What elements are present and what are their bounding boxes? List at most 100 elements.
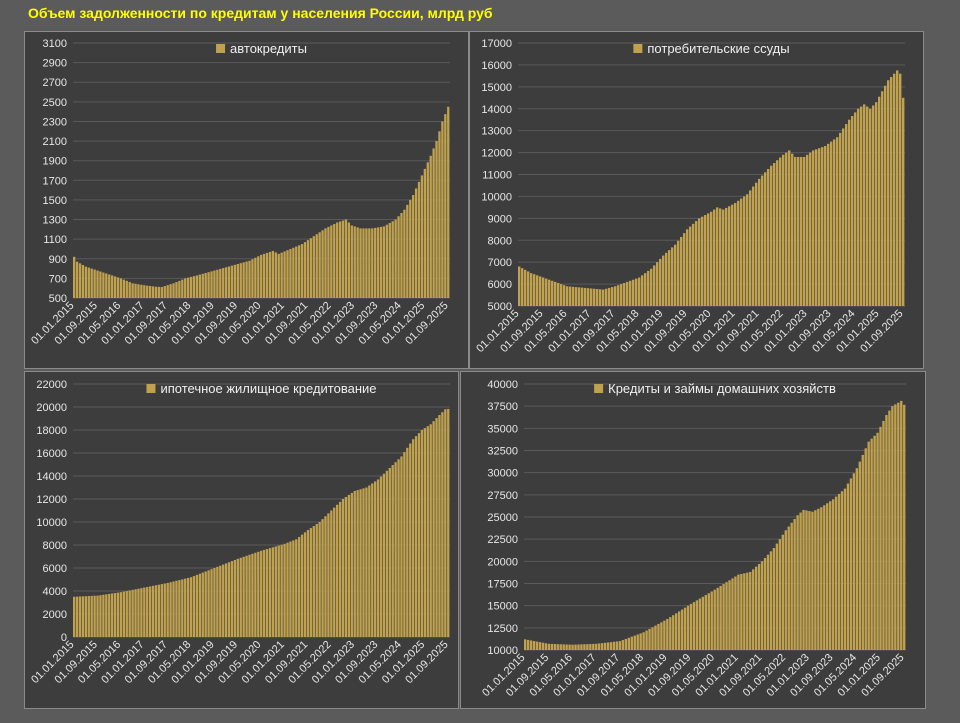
y-tick-label: 18000	[36, 425, 67, 437]
bar	[692, 223, 695, 306]
bar	[143, 587, 146, 637]
bar	[333, 223, 336, 298]
bar	[686, 229, 689, 306]
bar	[535, 641, 539, 650]
bar	[128, 282, 131, 298]
bar	[394, 462, 397, 637]
bar	[521, 268, 524, 306]
y-tick-label: 27500	[487, 490, 518, 502]
bar	[547, 643, 551, 650]
y-tick-label: 14000	[36, 471, 67, 483]
bar	[657, 623, 660, 650]
bar	[338, 501, 342, 638]
bar	[677, 240, 680, 306]
y-tick-label: 35000	[487, 423, 518, 435]
bar	[204, 571, 207, 637]
bar	[265, 252, 269, 298]
bar	[842, 128, 845, 306]
bar	[764, 172, 767, 306]
bar	[680, 609, 684, 650]
bar	[315, 524, 318, 637]
bar	[96, 270, 99, 298]
bar	[213, 568, 216, 637]
y-tick-label: 13000	[481, 126, 512, 138]
bar	[757, 563, 761, 650]
bar	[347, 222, 351, 298]
bar	[295, 246, 298, 298]
bar	[227, 266, 231, 298]
bar	[163, 583, 166, 637]
bar	[119, 278, 123, 298]
bar	[615, 641, 619, 650]
bar	[233, 264, 237, 298]
bar	[852, 473, 856, 650]
bar	[603, 642, 607, 650]
bar	[577, 644, 580, 650]
bar	[532, 641, 536, 650]
bar	[426, 162, 429, 298]
bar	[881, 91, 884, 306]
bar	[420, 175, 424, 298]
bar	[666, 618, 669, 650]
bar	[626, 281, 629, 306]
bar	[524, 639, 527, 650]
bar	[376, 479, 380, 637]
y-tick-label: 12000	[481, 148, 512, 160]
bar	[698, 598, 702, 650]
bar	[675, 613, 678, 650]
bar	[635, 278, 638, 306]
bar	[350, 492, 353, 637]
y-tick-label: 17000	[481, 38, 512, 50]
bar	[84, 596, 88, 637]
bar	[861, 454, 864, 650]
y-tick-label: 22500	[487, 534, 518, 546]
bar	[248, 260, 251, 298]
bar	[897, 402, 900, 650]
bar	[312, 236, 315, 298]
bar	[178, 580, 181, 637]
bar	[210, 569, 213, 637]
bar	[409, 443, 412, 637]
bar	[713, 209, 716, 306]
bar	[799, 512, 802, 650]
bar	[548, 279, 551, 306]
chart-panel-household-loans: 10000 12500 15000 17500 20000 22500 25000 27500…	[460, 371, 926, 709]
bar	[894, 404, 897, 650]
y-tick-label: 8000	[43, 540, 67, 552]
bar	[662, 255, 665, 306]
bar	[656, 262, 659, 306]
bar	[327, 513, 330, 638]
bar	[134, 283, 137, 298]
bar	[632, 279, 635, 306]
y-tick-label: 32500	[487, 446, 518, 458]
bar	[575, 287, 578, 306]
bar	[131, 589, 134, 637]
bar	[81, 596, 85, 637]
bar	[867, 441, 870, 650]
bar	[580, 644, 583, 650]
bar	[148, 285, 152, 298]
bar	[590, 288, 593, 306]
bar	[831, 499, 835, 650]
y-tick-label: 15000	[481, 82, 512, 94]
bar	[362, 488, 365, 637]
bar	[125, 591, 128, 637]
bar	[336, 222, 339, 298]
bar	[75, 596, 79, 637]
bar	[806, 154, 809, 306]
bar	[872, 105, 875, 307]
bar	[648, 628, 651, 650]
bar	[102, 594, 105, 637]
bar	[417, 181, 421, 298]
bar	[374, 227, 377, 299]
bar	[644, 273, 647, 307]
y-tick-label: 1700	[43, 175, 67, 187]
bar	[701, 596, 705, 650]
bar	[797, 156, 800, 306]
y-tick-label: 12000	[36, 494, 67, 506]
bar	[704, 595, 707, 650]
y-tick-label: 6000	[488, 279, 512, 291]
y-tick-label: 8000	[488, 235, 512, 247]
y-tick-label: 15000	[487, 601, 518, 613]
bar	[394, 219, 397, 298]
